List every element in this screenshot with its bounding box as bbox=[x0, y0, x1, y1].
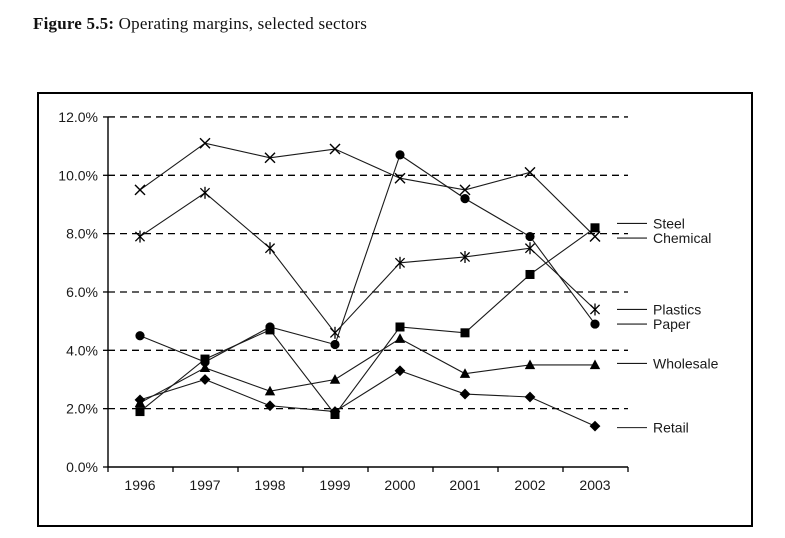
series-line-chemical bbox=[139, 142, 596, 237]
marker-square bbox=[460, 328, 470, 338]
legend-label-retail: Retail bbox=[653, 420, 689, 436]
marker-asterisk bbox=[524, 243, 536, 254]
marker-diamond bbox=[459, 388, 471, 400]
marker-triangle bbox=[524, 359, 536, 370]
marker-asterisk bbox=[199, 187, 211, 198]
marker-diamond bbox=[524, 391, 536, 403]
marker-diamond bbox=[329, 406, 341, 417]
x-tick-label: 1998 bbox=[254, 477, 285, 493]
marker-circle bbox=[395, 150, 405, 160]
marker-triangle bbox=[329, 374, 341, 384]
x-tick-label: 1996 bbox=[124, 477, 155, 493]
y-tick-label: 12.0% bbox=[58, 109, 98, 125]
marker-triangle bbox=[264, 385, 276, 396]
marker-triangle bbox=[459, 368, 471, 378]
marker-triangle bbox=[394, 333, 406, 343]
line-chart: 12.0% 10.0% 8.0% 6.0% 4.0% 2.0% 0.0% 1996 1997 19… bbox=[58, 109, 719, 493]
marker-x bbox=[524, 166, 536, 178]
series-line-retail bbox=[139, 370, 596, 427]
x-tick-label: 2003 bbox=[579, 477, 610, 493]
legend-label-paper: Paper bbox=[653, 316, 691, 332]
figure-title: Figure 5.5: Operating margins, selected … bbox=[33, 14, 367, 34]
marker-asterisk bbox=[459, 251, 471, 263]
marker-x bbox=[264, 152, 276, 164]
x-tick-label: 1999 bbox=[319, 477, 350, 493]
marker-asterisk bbox=[134, 231, 146, 242]
marker-asterisk bbox=[264, 243, 276, 254]
marker-x bbox=[329, 143, 341, 155]
chart-frame: 12.0% 10.0% 8.0% 6.0% 4.0% 2.0% 0.0% 1996 1997 19… bbox=[37, 92, 753, 527]
x-tick-label: 1997 bbox=[189, 477, 220, 493]
marker-square bbox=[525, 269, 535, 279]
marker-x bbox=[459, 184, 471, 196]
y-tick-label: 8.0% bbox=[66, 226, 98, 242]
marker-circle bbox=[590, 319, 600, 329]
marker-x bbox=[394, 172, 406, 184]
figure-title-prefix: Figure 5.5: bbox=[33, 14, 115, 33]
x-tick-label: 2000 bbox=[384, 477, 415, 493]
legend-label-wholesale: Wholesale bbox=[653, 355, 719, 371]
marker-circle bbox=[135, 331, 145, 341]
series-line-plastics bbox=[139, 192, 596, 334]
marker-triangle bbox=[199, 362, 211, 373]
marker-asterisk bbox=[329, 327, 341, 338]
marker-diamond bbox=[134, 394, 146, 406]
series-line-wholesale bbox=[139, 338, 595, 404]
marker-circle bbox=[525, 231, 535, 242]
marker-diamond bbox=[199, 374, 211, 385]
y-tick-label: 0.0% bbox=[66, 459, 98, 475]
y-tick-label: 4.0% bbox=[66, 342, 98, 358]
legend-label-steel: Steel bbox=[653, 215, 685, 231]
figure-title-text: Operating margins, selected sectors bbox=[114, 14, 368, 33]
marker-square bbox=[590, 223, 600, 233]
marker-circle bbox=[330, 339, 340, 350]
marker-x bbox=[134, 184, 146, 196]
marker-circle bbox=[200, 357, 210, 367]
series-line-steel bbox=[139, 227, 596, 416]
marker-asterisk bbox=[394, 257, 406, 268]
marker-x bbox=[199, 137, 211, 149]
y-tick-label: 6.0% bbox=[66, 284, 98, 300]
marker-square bbox=[135, 407, 145, 417]
marker-circle bbox=[265, 322, 275, 332]
marker-triangle bbox=[589, 359, 601, 370]
legend-label-chemical: Chemical bbox=[653, 230, 711, 246]
y-tick-label: 2.0% bbox=[66, 401, 98, 417]
marker-diamond bbox=[394, 365, 406, 377]
marker-circle bbox=[460, 194, 470, 204]
x-tick-label: 2002 bbox=[514, 477, 545, 493]
series-line-paper bbox=[139, 154, 596, 363]
marker-diamond bbox=[264, 400, 276, 412]
x-tick-label: 2001 bbox=[449, 477, 480, 493]
y-tick-label: 10.0% bbox=[58, 167, 98, 183]
legend-label-plastics: Plastics bbox=[653, 301, 701, 317]
marker-asterisk bbox=[589, 304, 601, 315]
marker-x bbox=[589, 231, 601, 243]
marker-diamond bbox=[589, 420, 601, 432]
marker-square bbox=[395, 322, 405, 332]
